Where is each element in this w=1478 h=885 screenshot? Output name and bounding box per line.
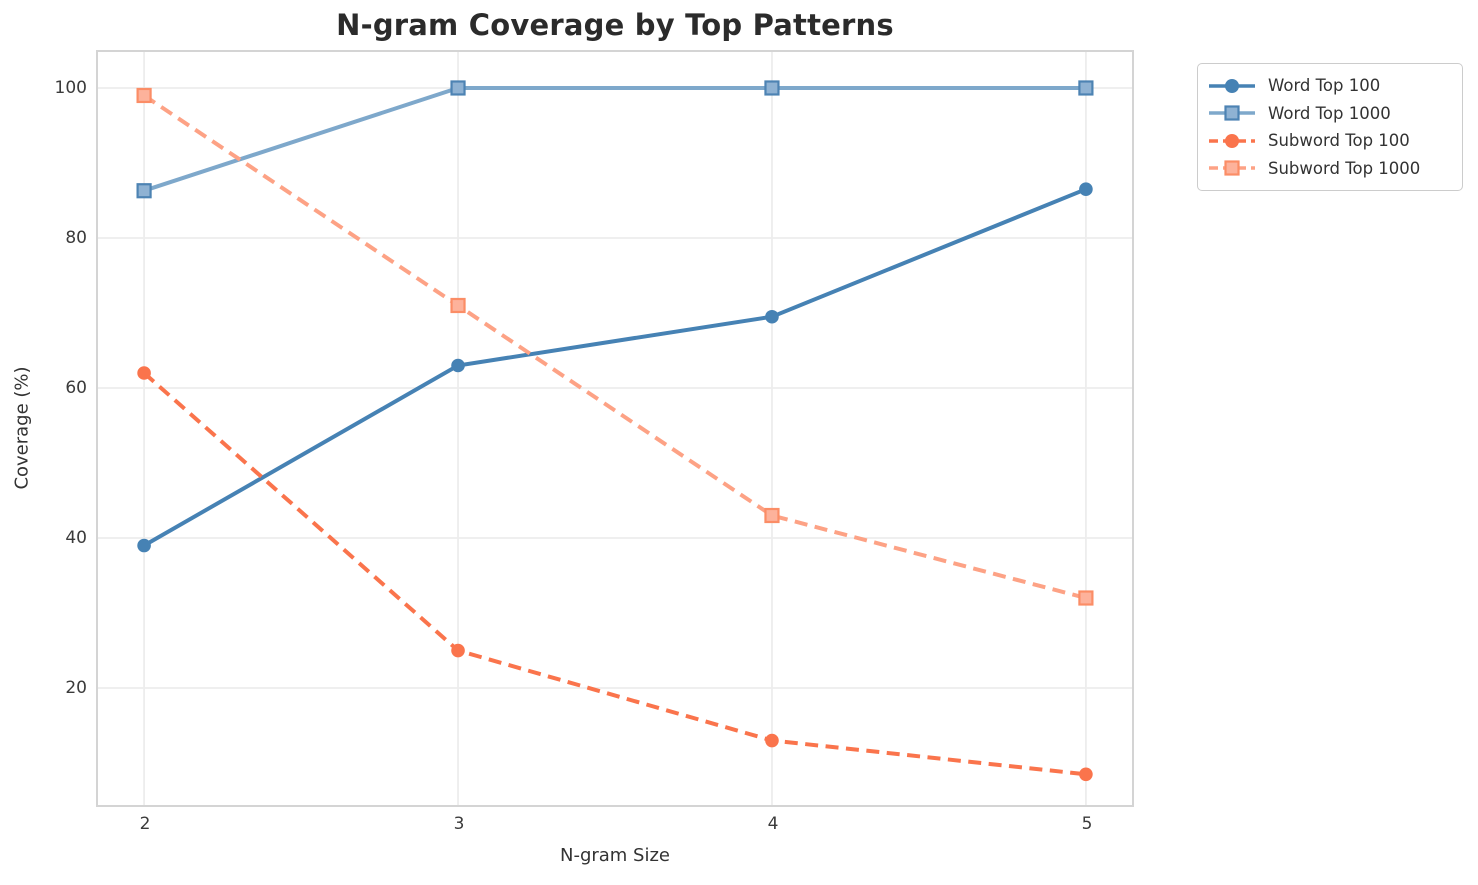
legend-item-label: Subword Top 1000 [1268, 158, 1421, 178]
x-tick-label: 5 [1081, 814, 1093, 834]
legend: Word Top 100 Word Top 1000 Subword Top 1… [1197, 63, 1463, 191]
x-tick-label: 3 [453, 814, 465, 834]
y-tick-label: 100 [54, 78, 87, 98]
legend-item-label: Word Top 1000 [1268, 103, 1391, 123]
legend-item: Word Top 100 [1208, 76, 1452, 96]
legend-item: Word Top 1000 [1208, 103, 1452, 123]
legend-sample-line-marker-icon [1209, 78, 1255, 93]
y-tick-label: 80 [65, 228, 87, 248]
y-axis-label: Coverage (%) [11, 366, 33, 490]
x-tick-label: 2 [139, 814, 151, 834]
legend-sample-line-marker-icon [1209, 160, 1255, 176]
x-tick-label: 4 [767, 814, 779, 834]
legend-item: Subword Top 1000 [1208, 158, 1452, 178]
legend-item-label: Subword Top 100 [1268, 131, 1410, 151]
y-tick-label: 20 [65, 678, 87, 698]
x-axis-label: N-gram Size [559, 845, 671, 866]
legend-item: Subword Top 100 [1208, 131, 1452, 151]
chart-title: N-gram Coverage by Top Patterns [336, 8, 894, 42]
legend-sample-line-marker-icon [1209, 133, 1255, 148]
legend-item-label: Word Top 100 [1268, 76, 1381, 96]
y-tick-label: 60 [65, 378, 87, 398]
legend-sample-line-marker-icon [1209, 105, 1255, 121]
y-tick-label: 40 [65, 528, 87, 548]
